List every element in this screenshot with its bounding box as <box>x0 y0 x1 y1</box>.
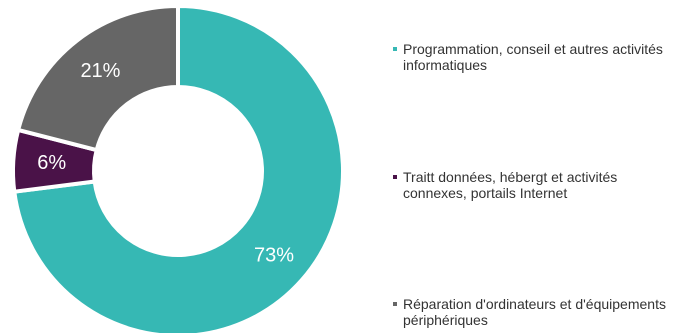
legend-label-reparation: Réparation d'ordinateurs et d'équipement… <box>403 296 666 328</box>
legend-item-reparation: Réparation d'ordinateurs et d'équipement… <box>393 296 673 328</box>
legend-item-programmation: Programmation, conseil et autres activit… <box>393 41 673 73</box>
legend-marker-traitement-donnees <box>393 175 397 179</box>
legend-label-programmation: Programmation, conseil et autres activit… <box>403 41 663 73</box>
data-label-reparation: 21% <box>80 60 120 82</box>
legend-label-traitement-donnees: Traitt données, hébergt et activités con… <box>403 169 618 201</box>
slice-reparation <box>15 3 180 153</box>
data-label-traitement-donnees: 6% <box>37 152 66 174</box>
legend-item-traitement-donnees: Traitt données, hébergt et activités con… <box>393 169 673 201</box>
legend-marker-programmation <box>393 47 397 51</box>
data-label-programmation: 73% <box>254 245 294 267</box>
legend-marker-reparation <box>393 302 397 306</box>
slice-programmation <box>12 3 345 333</box>
